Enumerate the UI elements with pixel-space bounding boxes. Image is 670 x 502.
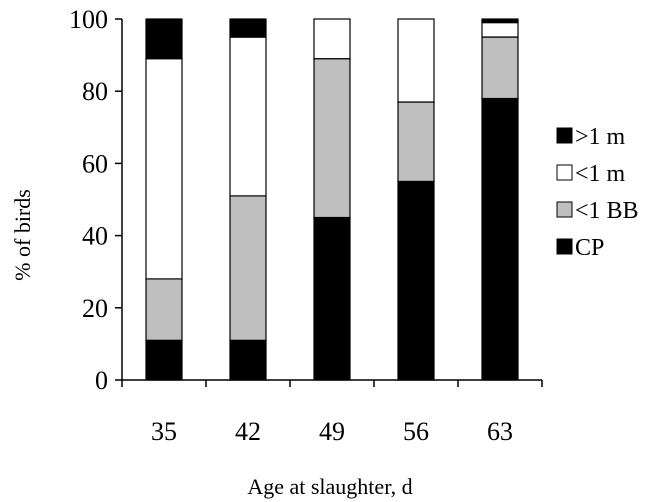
legend-swatch <box>556 164 573 181</box>
y-tick-label: 100 <box>69 5 108 34</box>
bar-segment-63-s2 <box>481 22 519 38</box>
legend-swatch <box>556 238 573 255</box>
bar-segment-49-s2 <box>313 18 351 60</box>
legend-swatch <box>556 201 573 218</box>
y-tick-label: 0 <box>95 366 108 395</box>
bar-segment-56-s0 <box>397 180 435 381</box>
axes-group <box>121 19 542 381</box>
x-axis-title: Age at slaughter, d <box>247 474 412 499</box>
legend-label: CP <box>575 235 604 261</box>
bars-group <box>145 18 519 381</box>
y-ticks-group: 0 20 40 60 80 100 <box>69 5 122 395</box>
legend-swatch <box>556 127 573 144</box>
bar-segment-35-s2 <box>145 58 183 280</box>
y-tick-label: 80 <box>82 77 108 106</box>
bar-segment-42-s3 <box>229 18 267 38</box>
bar-segment-42-s1 <box>229 195 267 341</box>
bar-segment-49-s0 <box>313 216 351 381</box>
x-tick-label: 49 <box>319 417 345 446</box>
bar-segment-56-s2 <box>397 18 435 103</box>
bar-segment-35-s3 <box>145 18 183 60</box>
y-tick-label: 40 <box>82 222 108 251</box>
legend-label: >1 m <box>575 124 626 150</box>
x-tick-label: 35 <box>151 417 177 446</box>
bar-segment-63-s3 <box>481 18 519 24</box>
y-tick-label: 60 <box>82 149 108 178</box>
x-tick-label: 63 <box>487 417 513 446</box>
y-tick-label: 20 <box>82 294 108 323</box>
bar-segment-35-s1 <box>145 278 183 341</box>
bar-segment-42-s2 <box>229 36 267 197</box>
bar-segment-49-s1 <box>313 58 351 219</box>
bar-segment-63-s0 <box>481 97 519 381</box>
legend-label: <1 BB <box>575 198 639 224</box>
bar-segment-63-s1 <box>481 36 519 100</box>
y-axis-title: % of birds <box>10 189 35 281</box>
bar-segment-42-s0 <box>229 339 267 381</box>
x-tick-label: 42 <box>235 417 261 446</box>
bar-segment-56-s1 <box>397 101 435 183</box>
legend-label: <1 m <box>575 161 626 187</box>
x-tick-label: 56 <box>403 417 429 446</box>
legend: >1 m <1 m <1 BB CP <box>556 124 639 261</box>
x-ticks-group: 35 42 49 56 63 <box>121 380 543 446</box>
bar-segment-35-s0 <box>145 339 183 381</box>
